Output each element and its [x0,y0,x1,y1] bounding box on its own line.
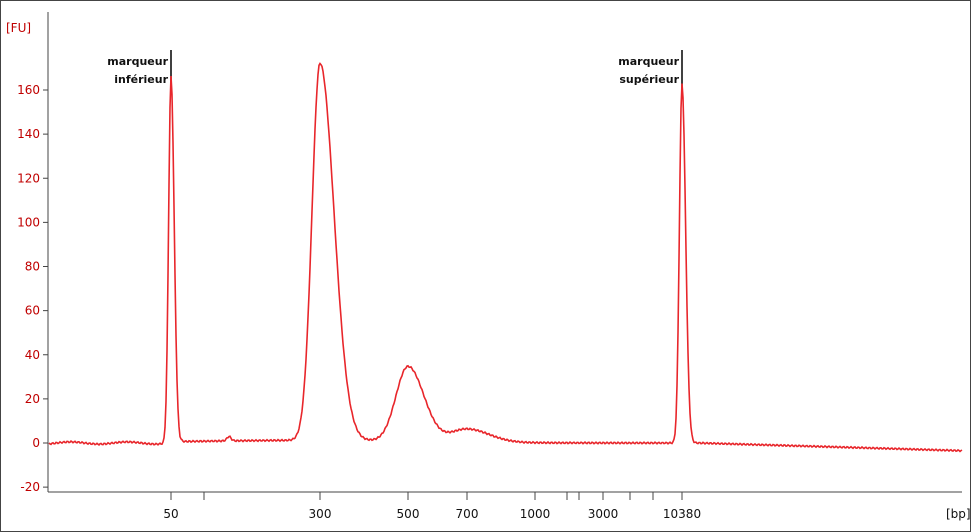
y-tick-label: -20 [20,480,40,494]
y-tick-label: 100 [17,215,40,229]
x-tick-label: 300 [309,507,332,521]
x-tick-label: 10380 [663,507,701,521]
annotation-box [67,50,169,92]
annotation-line1: marqueur [618,55,679,68]
y-tick-label: 160 [17,83,40,97]
y-tick-label: 140 [17,127,40,141]
x-tick-label: 500 [397,507,420,521]
annotations: marqueur inférieur marqueur supérieur [67,50,683,92]
fluorescence-trace [48,62,963,453]
x-tick-label: 3000 [588,507,619,521]
x-axis-ticks: 50 300 500 700 1000 3000 10380 [163,492,701,521]
x-tick-label: 700 [456,507,479,521]
y-axis-label: [FU] [6,21,31,35]
x-axis-label: [bp] [946,507,971,521]
axes [47,12,962,493]
annotation-box [578,50,680,92]
y-axis-ticks: -20 0 20 40 60 80 100 120 140 160 [17,83,48,494]
annotation-line1: marqueur [107,55,168,68]
y-tick-label: 20 [25,392,40,406]
y-tick-label: 60 [25,304,40,318]
annotation-line2: supérieur [619,73,679,86]
y-tick-label: 40 [25,348,40,362]
y-tick-label: 0 [32,436,40,450]
y-tick-label: 120 [17,171,40,185]
x-tick-label: 50 [163,507,178,521]
annotation-line2: inférieur [114,73,168,86]
y-tick-label: 80 [25,260,40,274]
x-tick-label: 1000 [520,507,551,521]
